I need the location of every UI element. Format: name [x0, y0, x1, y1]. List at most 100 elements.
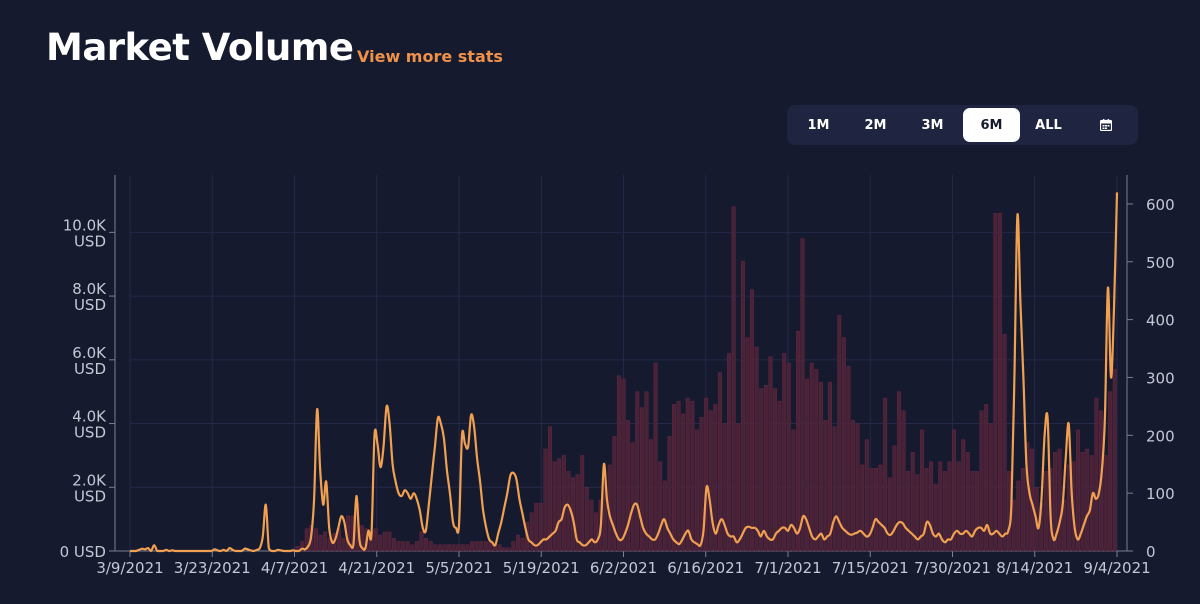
- volume-bar: [392, 538, 396, 552]
- volume-bar: [405, 541, 410, 552]
- x-tick-label: 7/1/2021: [754, 559, 821, 577]
- range-2m-button[interactable]: 2M: [864, 117, 887, 133]
- view-more-stats-link[interactable]: View more stats: [357, 47, 503, 66]
- volume-bar: [428, 541, 433, 552]
- volume-bar: [681, 413, 686, 552]
- x-tick-label: 4/7/2021: [261, 559, 328, 577]
- volume-bar: [823, 420, 828, 552]
- x-tick-label: 6/16/2021: [667, 559, 744, 577]
- volume-bar: [1053, 452, 1057, 552]
- volume-bar: [965, 452, 970, 552]
- volume-bar: [511, 541, 516, 552]
- volume-bar: [814, 369, 819, 552]
- volume-bar: [947, 461, 952, 552]
- volume-bar: [727, 353, 732, 552]
- volume-bar: [745, 337, 750, 552]
- volume-bar: [667, 436, 672, 552]
- volume-bar: [768, 356, 773, 552]
- volume-bar: [460, 544, 465, 552]
- volume-bar: [433, 544, 438, 552]
- volume-bar: [594, 512, 598, 552]
- range-1m-button[interactable]: 1M: [807, 117, 830, 133]
- y-right-tick-label: 600: [1146, 196, 1175, 214]
- volume-bar: [543, 448, 548, 552]
- volume-bar: [878, 464, 883, 552]
- volume-bar: [736, 423, 741, 552]
- volume-bar: [515, 534, 520, 552]
- volume-bar: [896, 391, 901, 552]
- x-tick-label: 6/2/2021: [590, 559, 657, 577]
- volume-bar: [906, 471, 911, 552]
- volume-bar: [635, 391, 640, 552]
- volume-bar: [616, 375, 621, 552]
- volume-bar: [557, 458, 562, 552]
- volume-bar: [961, 439, 966, 552]
- volume-bar: [708, 410, 713, 552]
- time-range-selector: 1M 2M 3M 6M ALL: [787, 105, 1138, 145]
- y-left-tick-label: 2.0K USD: [72, 471, 107, 505]
- volume-bar: [304, 528, 309, 552]
- volume-bar: [997, 213, 1002, 552]
- volume-bar: [474, 541, 479, 552]
- volume-bar: [520, 538, 525, 552]
- volume-bar: [1085, 448, 1090, 552]
- volume-bar: [676, 401, 681, 552]
- volume-bar: [1108, 391, 1113, 552]
- volume-bar: [584, 487, 589, 552]
- volume-bar: [644, 391, 649, 552]
- volume-bar: [538, 503, 543, 552]
- volume-bar: [818, 381, 823, 552]
- volume-bar: [414, 541, 419, 552]
- volume-bar: [938, 461, 943, 552]
- volume-bar: [837, 315, 842, 552]
- volume-bar: [401, 541, 406, 552]
- volume-bar: [529, 512, 534, 552]
- volume-bar: [713, 404, 718, 552]
- volume-bar: [534, 503, 539, 552]
- volume-bar: [796, 330, 800, 552]
- volume-bar: [695, 429, 699, 552]
- volume-bar: [791, 429, 796, 552]
- volume-bar: [754, 346, 759, 552]
- volume-bar: [419, 531, 424, 552]
- volume-bar: [447, 544, 451, 552]
- volume-bar: [910, 452, 915, 552]
- y-right-tick-label: 300: [1146, 369, 1175, 387]
- volume-bar: [575, 474, 580, 552]
- volume-bar: [1011, 499, 1016, 552]
- volume-bar: [456, 544, 461, 552]
- volume-bar: [809, 362, 814, 552]
- volume-bar: [1103, 455, 1108, 552]
- volume-bar: [851, 420, 855, 552]
- volume-bar: [341, 538, 346, 552]
- range-6m-button[interactable]: 6M: [963, 108, 1020, 142]
- range-3m-button[interactable]: 3M: [921, 117, 944, 133]
- page-title: Market Volume: [46, 26, 354, 69]
- calendar-icon: [1099, 119, 1112, 131]
- volume-bar: [924, 467, 929, 552]
- volume-bar: [451, 544, 456, 552]
- y-left-tick-label: 10.0K USD: [63, 216, 107, 250]
- range-all-button[interactable]: ALL: [1035, 117, 1062, 133]
- volume-bar: [410, 544, 415, 552]
- volume-bar: [1076, 429, 1080, 552]
- volume-bar: [984, 404, 989, 552]
- volume-bar: [566, 471, 571, 552]
- calendar-button[interactable]: [1077, 108, 1134, 142]
- volume-bar: [378, 534, 383, 552]
- volume-bar: [658, 461, 663, 552]
- x-tick-label: 7/30/2021: [914, 559, 991, 577]
- volume-bar: [1080, 452, 1085, 552]
- volume-bar: [786, 362, 791, 552]
- volume-bar: [639, 407, 644, 552]
- volume-bar: [773, 388, 777, 552]
- volume-bar: [933, 483, 938, 552]
- volume-bar: [1002, 334, 1007, 552]
- y-right-tick-label: 200: [1146, 427, 1175, 445]
- volume-bar: [318, 534, 323, 552]
- volume-bar: [855, 423, 860, 552]
- y-right-tick-label: 400: [1146, 312, 1175, 330]
- y-left-tick-label: 4.0K USD: [72, 408, 107, 442]
- volume-bar: [387, 531, 392, 552]
- volume-bar: [685, 397, 690, 552]
